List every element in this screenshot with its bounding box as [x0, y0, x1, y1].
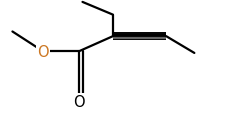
- Text: O: O: [37, 44, 49, 59]
- Text: O: O: [73, 94, 85, 109]
